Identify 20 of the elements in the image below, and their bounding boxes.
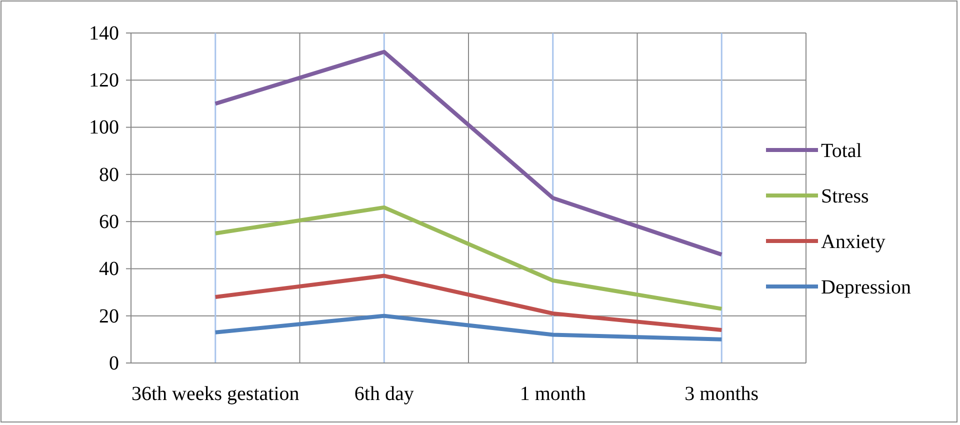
y-tick-label: 80 bbox=[99, 164, 119, 186]
legend-label: Depression bbox=[821, 276, 911, 298]
line-series bbox=[213, 205, 724, 311]
x-tick-label: 6th day bbox=[354, 383, 414, 405]
y-tick-label: 20 bbox=[99, 305, 119, 328]
line-series bbox=[213, 274, 724, 332]
y-tick-label: 140 bbox=[89, 22, 119, 44]
line-series bbox=[213, 50, 724, 257]
legend-label: Total bbox=[821, 140, 862, 162]
y-tick-label: 0 bbox=[109, 352, 119, 374]
y-tick-label: 40 bbox=[99, 258, 119, 280]
y-tick-label: 120 bbox=[89, 70, 119, 92]
y-tick-label: 100 bbox=[89, 116, 119, 139]
line-series bbox=[213, 314, 724, 342]
legend-label: Anxiety bbox=[821, 231, 886, 253]
legend-label: Stress bbox=[821, 186, 869, 208]
x-tick-label: 1 month bbox=[520, 383, 586, 405]
y-tick-label: 60 bbox=[99, 210, 119, 233]
x-tick-label: 3 months bbox=[684, 383, 759, 405]
x-tick-label: 36th weeks gestation bbox=[132, 383, 300, 405]
